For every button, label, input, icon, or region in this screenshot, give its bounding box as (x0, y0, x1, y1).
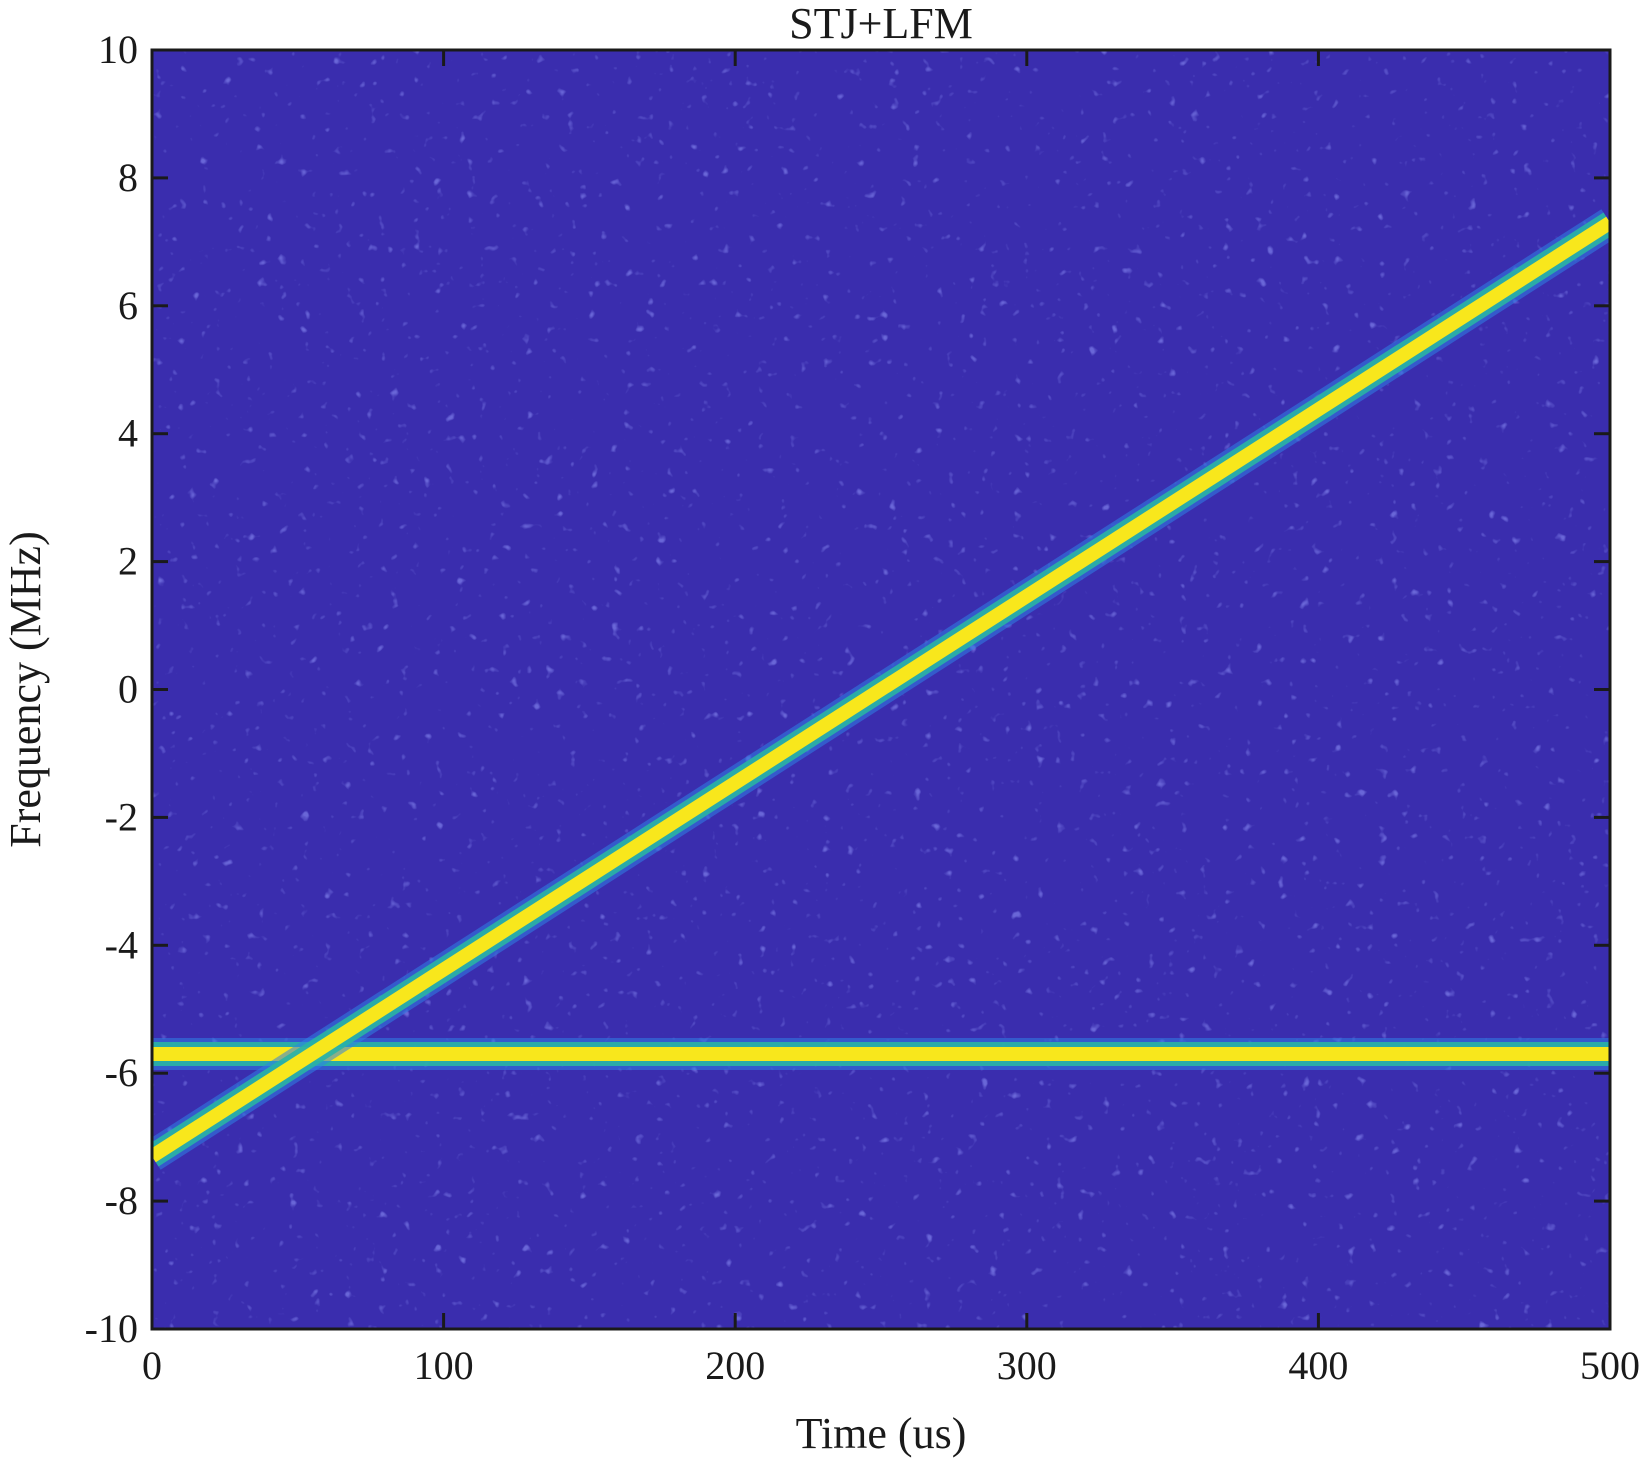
y-tick-label: -10 (85, 1306, 138, 1351)
y-tick-label: 2 (118, 539, 138, 584)
y-axis: -10 -8 -6 -4 -2 0 2 4 6 8 10 (85, 27, 1610, 1351)
y-tick-label: -2 (105, 794, 138, 839)
y-tick-label: 8 (118, 155, 138, 200)
y-tick-label: -6 (105, 1050, 138, 1095)
x-tick-label: 200 (705, 1343, 765, 1388)
signal-ridges (152, 209, 1610, 1170)
lfm-ridge-band-2 (152, 216, 1610, 1163)
y-tick-label: -4 (105, 922, 138, 967)
lfm-ridge (152, 209, 1610, 1170)
y-tick-label: 4 (118, 411, 138, 456)
y-axis-title: Frequency (MHz) (1, 531, 50, 847)
x-axis: 0 100 200 300 400 500 (142, 50, 1640, 1388)
x-tick-label: 100 (414, 1343, 474, 1388)
y-tick-label: 0 (118, 667, 138, 712)
plot-area (150, 48, 1612, 1331)
x-axis-title: Time (us) (796, 1409, 967, 1458)
x-tick-label: 0 (142, 1343, 162, 1388)
x-tick-label: 300 (997, 1343, 1057, 1388)
y-tick-label: 6 (118, 283, 138, 328)
x-tick-label: 400 (1288, 1343, 1348, 1388)
y-tick-label: -8 (105, 1178, 138, 1223)
chart-title: STJ+LFM (789, 0, 973, 48)
x-tick-label: 500 (1580, 1343, 1640, 1388)
y-tick-label: 10 (98, 27, 138, 72)
